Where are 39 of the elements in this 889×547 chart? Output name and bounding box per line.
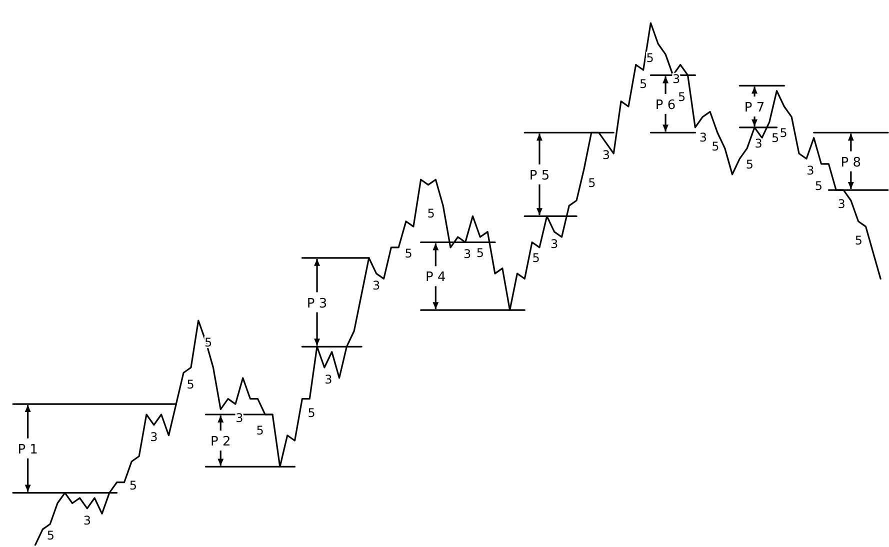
annotation: 5 xyxy=(129,478,138,492)
annotation: 5 xyxy=(427,206,435,221)
annotation: P 5 xyxy=(529,168,550,184)
annotation: 5 xyxy=(476,246,484,260)
annotation: P 1 xyxy=(18,442,38,458)
annotation: 5 xyxy=(256,424,264,438)
annotation: 5 xyxy=(780,126,788,140)
annotation: 5 xyxy=(746,158,754,172)
annotation: P 8 xyxy=(840,155,862,170)
annotation: 3 xyxy=(806,164,814,178)
annotation: 5 xyxy=(712,140,720,154)
annotation: 3 xyxy=(372,278,380,293)
annotation: 3 xyxy=(464,247,472,262)
annotation: P 7 xyxy=(744,100,765,116)
annotation: 5 xyxy=(772,131,780,146)
annotation: 5 xyxy=(532,251,540,266)
annotation: 5 xyxy=(308,406,316,420)
annotation: 3 xyxy=(754,136,762,150)
annotation: 3 xyxy=(838,197,846,212)
annotation: 3 xyxy=(699,130,708,144)
annotation: 5 xyxy=(678,90,686,104)
annotation: 5 xyxy=(646,50,654,65)
annotation: 3 xyxy=(150,430,158,444)
annotation: 5 xyxy=(404,246,412,260)
annotation: P 2 xyxy=(210,434,231,450)
annotation: 5 xyxy=(639,76,648,91)
annotation: 5 xyxy=(186,378,194,392)
annotation: P 4 xyxy=(426,270,446,286)
annotation: P 3 xyxy=(306,296,328,312)
annotation: 5 xyxy=(854,234,863,248)
annotation: 5 xyxy=(814,178,822,193)
annotation: 5 xyxy=(588,176,596,190)
annotation: 3 xyxy=(550,236,558,251)
annotation: 3 xyxy=(324,372,332,387)
annotation: 5 xyxy=(46,528,54,542)
annotation: 3 xyxy=(83,513,91,528)
annotation: P 6 xyxy=(655,98,676,113)
annotation: 3 xyxy=(602,148,610,162)
annotation: 3 xyxy=(236,411,244,426)
